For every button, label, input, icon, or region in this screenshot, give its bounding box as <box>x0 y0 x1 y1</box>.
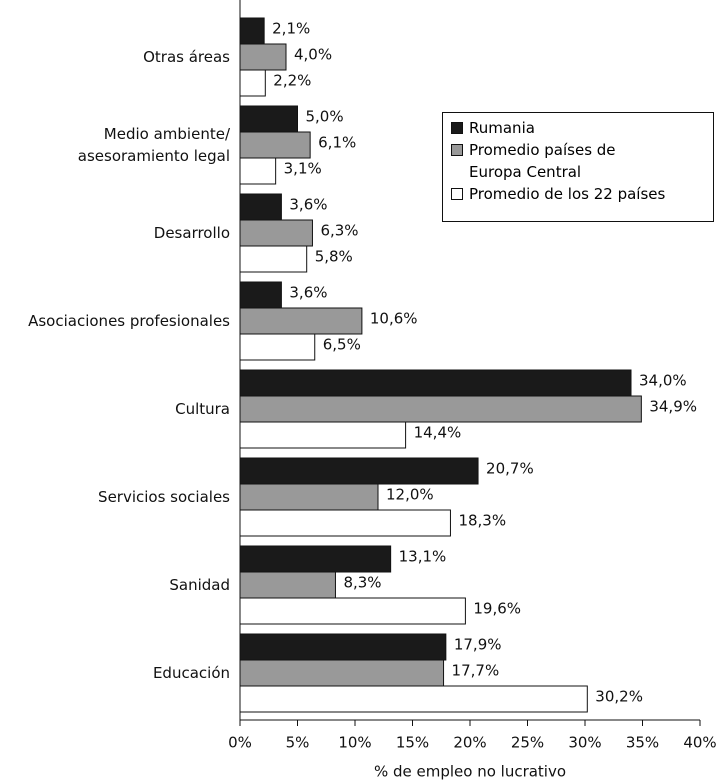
x-tick-label: 30% <box>568 734 601 752</box>
value-label: 34,0% <box>639 372 687 390</box>
legend-label: Promedio países de Europa Central <box>469 141 616 181</box>
bar <box>239 333 316 361</box>
legend-swatch <box>451 188 463 200</box>
bar <box>239 157 277 185</box>
value-label: 8,3% <box>343 574 381 592</box>
value-label: 18,3% <box>458 512 506 530</box>
value-label: 6,3% <box>320 222 358 240</box>
bar <box>239 633 447 661</box>
bar <box>239 131 311 159</box>
bar <box>239 193 282 221</box>
value-label: 3,6% <box>289 284 327 302</box>
bar <box>239 245 308 273</box>
bar <box>239 43 287 71</box>
value-label: 10,6% <box>370 310 418 328</box>
bar <box>239 483 379 511</box>
x-tick-label: 20% <box>453 734 486 752</box>
bar <box>239 421 407 449</box>
legend-item: Promedio países de Europa Central <box>451 139 705 183</box>
bar <box>239 685 588 713</box>
category-label: Medio ambiente/ asesoramiento legal <box>77 125 230 165</box>
value-label: 6,1% <box>318 134 356 152</box>
legend-item: Promedio de los 22 países <box>451 183 705 205</box>
category-label: Desarrollo <box>153 224 230 242</box>
x-tick-label: 0% <box>228 734 252 752</box>
value-label: 14,4% <box>414 424 462 442</box>
x-tick-label: 10% <box>338 734 371 752</box>
value-label: 19,6% <box>473 600 521 618</box>
bar <box>239 597 466 625</box>
value-label: 2,1% <box>272 20 310 38</box>
x-tick-label: 35% <box>626 734 659 752</box>
value-label: 17,7% <box>452 662 500 680</box>
bar <box>239 219 313 247</box>
value-label: 17,9% <box>454 636 502 654</box>
x-tick-label: 40% <box>683 734 716 752</box>
x-axis-title: % de empleo no lucrativo <box>374 763 566 781</box>
value-label: 13,1% <box>399 548 447 566</box>
legend-swatch <box>451 144 463 156</box>
value-label: 3,1% <box>284 160 322 178</box>
legend-label: Rumania <box>469 119 535 137</box>
bar <box>239 509 451 537</box>
category-label: Educación <box>152 664 230 682</box>
x-tick-label: 15% <box>396 734 429 752</box>
bar <box>239 369 632 397</box>
bar <box>239 69 266 97</box>
legend-item: Rumania <box>451 117 705 139</box>
value-label: 12,0% <box>386 486 434 504</box>
bar <box>239 457 479 485</box>
bar <box>239 545 392 573</box>
value-label: 6,5% <box>323 336 361 354</box>
category-label: Cultura <box>175 400 230 418</box>
category-label: Servicios sociales <box>98 488 230 506</box>
value-label: 34,9% <box>649 398 697 416</box>
bar <box>239 105 298 133</box>
legend: Rumania Promedio países de Europa Central… <box>442 112 714 222</box>
value-label: 20,7% <box>486 460 534 478</box>
value-label: 5,8% <box>315 248 353 266</box>
value-label: 30,2% <box>595 688 643 706</box>
bar <box>239 307 363 335</box>
category-label: Asociaciones profesionales <box>28 312 230 330</box>
bar <box>239 281 282 309</box>
legend-swatch <box>451 122 463 134</box>
category-label: Sanidad <box>169 576 230 594</box>
value-label: 3,6% <box>289 196 327 214</box>
bar <box>239 395 642 423</box>
value-label: 5,0% <box>306 108 344 126</box>
legend-label: Promedio de los 22 países <box>469 185 666 203</box>
x-tick-label: 5% <box>286 734 310 752</box>
x-tick-label: 25% <box>511 734 544 752</box>
bar <box>239 571 336 599</box>
category-label: Otras áreas <box>143 48 230 66</box>
bar <box>239 17 265 45</box>
bar <box>239 659 445 687</box>
value-label: 2,2% <box>273 72 311 90</box>
value-label: 4,0% <box>294 46 332 64</box>
